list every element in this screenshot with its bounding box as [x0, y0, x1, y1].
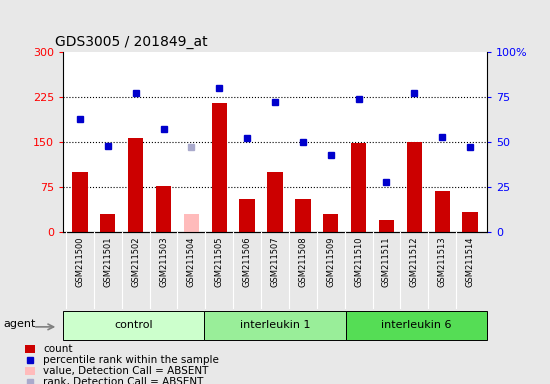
Bar — [295, 199, 311, 232]
Bar — [156, 186, 171, 232]
Text: GSM211504: GSM211504 — [187, 236, 196, 287]
Bar — [406, 142, 422, 232]
Text: agent: agent — [3, 319, 36, 329]
Text: GSM211506: GSM211506 — [243, 236, 252, 287]
Text: interleukin 6: interleukin 6 — [381, 320, 452, 331]
Text: GSM211508: GSM211508 — [298, 236, 307, 287]
Bar — [463, 212, 478, 232]
Bar — [379, 220, 394, 232]
Bar — [351, 143, 366, 232]
Text: percentile rank within the sample: percentile rank within the sample — [43, 355, 219, 365]
Bar — [25, 345, 35, 353]
Text: GSM211510: GSM211510 — [354, 236, 363, 287]
Bar — [25, 367, 35, 375]
Text: count: count — [43, 344, 73, 354]
Text: GSM211514: GSM211514 — [465, 236, 475, 287]
Text: interleukin 1: interleukin 1 — [240, 320, 310, 331]
Text: GSM211512: GSM211512 — [410, 236, 419, 287]
Text: GSM211507: GSM211507 — [271, 236, 279, 287]
Text: control: control — [114, 320, 153, 331]
Bar — [434, 191, 450, 232]
Text: GSM211502: GSM211502 — [131, 236, 140, 287]
Text: GSM211505: GSM211505 — [215, 236, 224, 287]
Bar — [72, 172, 87, 232]
Bar — [63, 311, 205, 340]
Text: GDS3005 / 201849_at: GDS3005 / 201849_at — [55, 35, 207, 50]
Bar — [100, 214, 116, 232]
Text: value, Detection Call = ABSENT: value, Detection Call = ABSENT — [43, 366, 208, 376]
Bar — [323, 214, 338, 232]
Bar — [128, 138, 144, 232]
Text: GSM211501: GSM211501 — [103, 236, 112, 287]
Text: GSM211513: GSM211513 — [438, 236, 447, 287]
Bar — [184, 214, 199, 232]
Bar — [239, 199, 255, 232]
Text: GSM211503: GSM211503 — [159, 236, 168, 287]
Text: GSM211500: GSM211500 — [75, 236, 85, 287]
Bar — [205, 311, 345, 340]
Bar — [212, 103, 227, 232]
Bar — [345, 311, 487, 340]
Bar — [267, 172, 283, 232]
Text: rank, Detection Call = ABSENT: rank, Detection Call = ABSENT — [43, 377, 204, 384]
Text: GSM211511: GSM211511 — [382, 236, 391, 287]
Text: GSM211509: GSM211509 — [326, 236, 335, 287]
